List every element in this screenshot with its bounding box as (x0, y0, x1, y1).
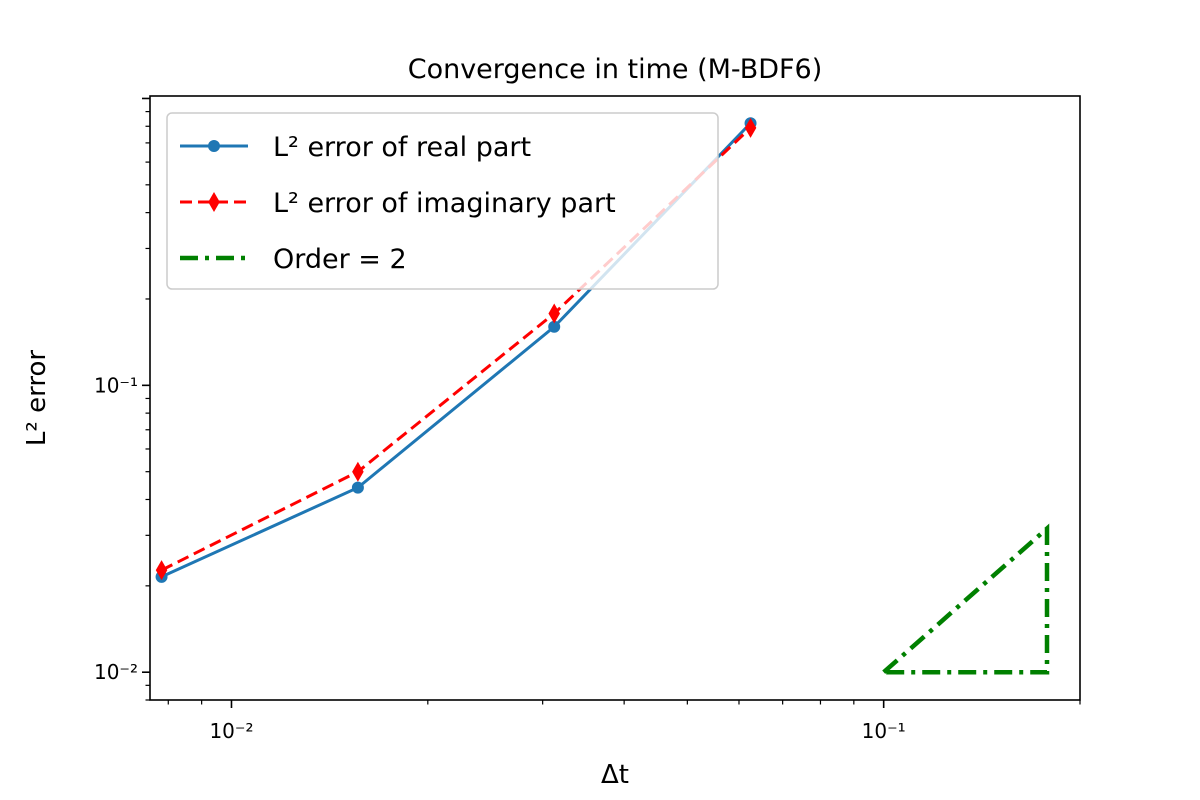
series-1-point-0 (155, 560, 168, 581)
series-1-point-3 (744, 117, 757, 138)
legend-label-2: Order = 2 (273, 244, 407, 275)
series-1 (155, 117, 757, 581)
legend-label-1: L² error of imaginary part (273, 188, 616, 219)
series-1-point-1 (352, 461, 364, 482)
legend-entry-2: Order = 2 (180, 244, 407, 275)
y-tick-label-0: 10⁻² (94, 660, 138, 684)
y-axis-label: L² error (22, 350, 52, 446)
legend-label-0: L² error of real part (273, 132, 531, 163)
legend-entry-0: L² error of real part (180, 132, 531, 163)
series-2 (882, 523, 1050, 675)
legend-entry-1: L² error of imaginary part (180, 188, 616, 219)
series-1-point-2 (548, 303, 560, 324)
legend-marker-0 (208, 140, 220, 152)
series-2-line (882, 523, 1050, 675)
chart-title: Convergence in time (M-BDF6) (408, 54, 823, 85)
plot-area-frame (149, 95, 1081, 701)
legend: L² error of real part L² error of imagina… (166, 112, 719, 290)
legend-entries: L² error of real part L² error of imagina… (180, 132, 616, 275)
x-tick-label-0: 10⁻² (209, 719, 253, 743)
x-tick-label-1: 10⁻¹ (862, 719, 906, 743)
legend-frame (166, 112, 719, 290)
series-1-line (160, 126, 752, 572)
x-axis-label: Δt (601, 760, 629, 790)
y-tick-label-1: 10⁻¹ (94, 373, 138, 397)
legend-marker-1 (208, 192, 220, 212)
x-axis-ticks: 10⁻² 10⁻¹ (167, 700, 1081, 743)
series-0-point-1 (351, 481, 364, 494)
y-axis-ticks: 10⁻² 10⁻¹ (94, 97, 150, 701)
